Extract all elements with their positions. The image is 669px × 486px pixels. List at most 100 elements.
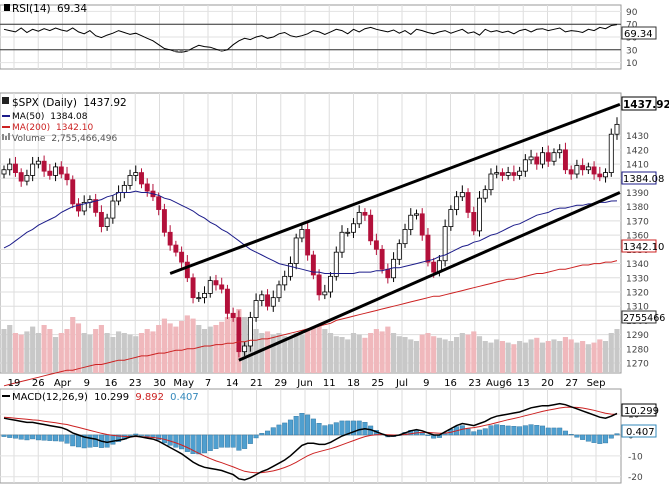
volume-bar-28 xyxy=(161,318,167,373)
macd-series xyxy=(1,402,620,481)
macd-hist-bar-52 xyxy=(299,413,305,436)
volume-bar-98 xyxy=(562,337,569,373)
macd-hist-bar-84 xyxy=(482,428,488,436)
macd-line xyxy=(3,402,618,481)
x-tick-15: 25 xyxy=(371,378,384,389)
candle-body-95 xyxy=(545,152,551,162)
candle-body-67 xyxy=(385,268,391,279)
volume-bar-53 xyxy=(305,329,311,373)
price-tick-1310: 1310 xyxy=(626,303,649,313)
candle-body-14 xyxy=(81,202,87,212)
candle-body-86 xyxy=(494,172,500,175)
candle-body-72 xyxy=(414,213,419,216)
macd-hist-bar-56 xyxy=(322,425,328,436)
macd-hist-bar-91 xyxy=(522,425,528,436)
candle-body-103 xyxy=(591,166,597,175)
candle-body-54 xyxy=(310,254,316,276)
volume-bar-21 xyxy=(121,333,127,373)
candle-body-27 xyxy=(156,196,162,210)
macd-hist-bar-74 xyxy=(425,434,431,436)
flag-rsi-text: 69.34 xyxy=(624,29,653,40)
candle-body-87 xyxy=(499,172,505,176)
macd-hist-bar-11 xyxy=(64,434,70,444)
candle-body-28 xyxy=(161,209,167,233)
candle-body-17 xyxy=(98,211,104,228)
macd-hist-bar-40 xyxy=(230,434,236,448)
volume-bar-66 xyxy=(379,331,385,373)
price-tick-1430: 1430 xyxy=(626,132,649,142)
volume-bar-45 xyxy=(259,333,265,373)
rsi-legend: RSI(14) 69.34 xyxy=(4,3,87,15)
volume-bar-19 xyxy=(110,337,116,373)
svg-text:Volume 2,755,466,496: Volume 2,755,466,496 xyxy=(12,134,117,144)
volume-bar-37 xyxy=(213,325,219,373)
candle-body-94 xyxy=(540,152,545,165)
volume-bar-75 xyxy=(431,336,437,373)
candle-body-16 xyxy=(93,199,99,213)
candle-body-44 xyxy=(253,300,259,318)
volume-bar-92 xyxy=(528,339,534,373)
price-tick-1390: 1390 xyxy=(626,189,649,199)
candle-body-12 xyxy=(70,179,76,205)
macd-hist-bar-37 xyxy=(213,434,219,449)
x-tick-20: Aug6 xyxy=(486,378,512,389)
rsi-tick-10: 10 xyxy=(626,59,638,69)
macd-hist-bar-9 xyxy=(53,434,59,442)
volume-bar-31 xyxy=(179,321,185,373)
macd-hist-bar-18 xyxy=(104,434,110,448)
macd-hist-bar-49 xyxy=(282,422,288,436)
macd-hist-bar-16 xyxy=(93,434,99,447)
x-tick-12: Jun xyxy=(296,378,313,389)
candle-body-10 xyxy=(58,166,64,175)
candle-body-8 xyxy=(47,170,53,176)
macd-hist-bar-93 xyxy=(534,425,540,436)
volume-bar-4 xyxy=(24,331,30,373)
macd-hist-bar-12 xyxy=(70,434,76,447)
volume-bar-46 xyxy=(264,331,271,373)
macd-hist-bar-23 xyxy=(133,433,139,436)
price-legend: $SPX (Daily) 1437.92 MA(50) 1384.08 MA(2… xyxy=(2,97,127,144)
macd-signal-line xyxy=(3,406,618,474)
x-tick-5: 23 xyxy=(129,378,142,389)
macd-hist-bar-105 xyxy=(603,434,609,444)
macd-hist-bar-22 xyxy=(127,434,133,436)
volume-bar-48 xyxy=(276,333,282,373)
candle-body-64 xyxy=(368,214,374,242)
volume-bar-83 xyxy=(476,336,483,373)
volume-bar-94 xyxy=(539,342,546,373)
candle-body-98 xyxy=(562,149,568,171)
candle-body-70 xyxy=(402,229,408,245)
candle-body-105 xyxy=(603,172,609,178)
volume-bar-105 xyxy=(602,341,609,373)
volume-bar-74 xyxy=(425,333,431,373)
volume-bar-58 xyxy=(333,336,339,373)
candle-body-36 xyxy=(207,280,213,294)
macd-hist-bar-98 xyxy=(562,430,568,436)
candle-body-59 xyxy=(339,231,345,253)
candle-body-88 xyxy=(505,172,511,176)
flag-macd-text: 10.299 xyxy=(624,406,659,417)
macd-hist-bar-94 xyxy=(540,425,546,436)
candle-body-3 xyxy=(18,172,24,182)
candle-body-83 xyxy=(477,197,482,232)
volume-bar-6 xyxy=(35,333,41,373)
candle-body-75 xyxy=(431,261,437,273)
volume-bar-89 xyxy=(511,344,517,373)
candle-body-31 xyxy=(179,251,185,263)
candle-body-101 xyxy=(580,165,586,171)
candle-body-104 xyxy=(597,173,603,178)
candle-body-93 xyxy=(534,156,540,165)
macd-hist-bar-13 xyxy=(75,434,81,448)
macd-hist-bar-39 xyxy=(224,434,230,448)
macd-hist-bar-5 xyxy=(30,434,36,440)
macd-hist-bar-0 xyxy=(1,434,7,437)
candle-body-49 xyxy=(282,275,288,286)
candle-body-43 xyxy=(247,317,253,347)
rsi-line xyxy=(3,24,618,53)
volume-bar-12 xyxy=(70,317,76,373)
volume-bar-10 xyxy=(58,333,64,373)
macd-hist-bar-60 xyxy=(345,420,351,436)
rsi-series xyxy=(3,24,618,53)
candle-body-71 xyxy=(408,214,414,230)
candle-body-48 xyxy=(276,284,282,299)
